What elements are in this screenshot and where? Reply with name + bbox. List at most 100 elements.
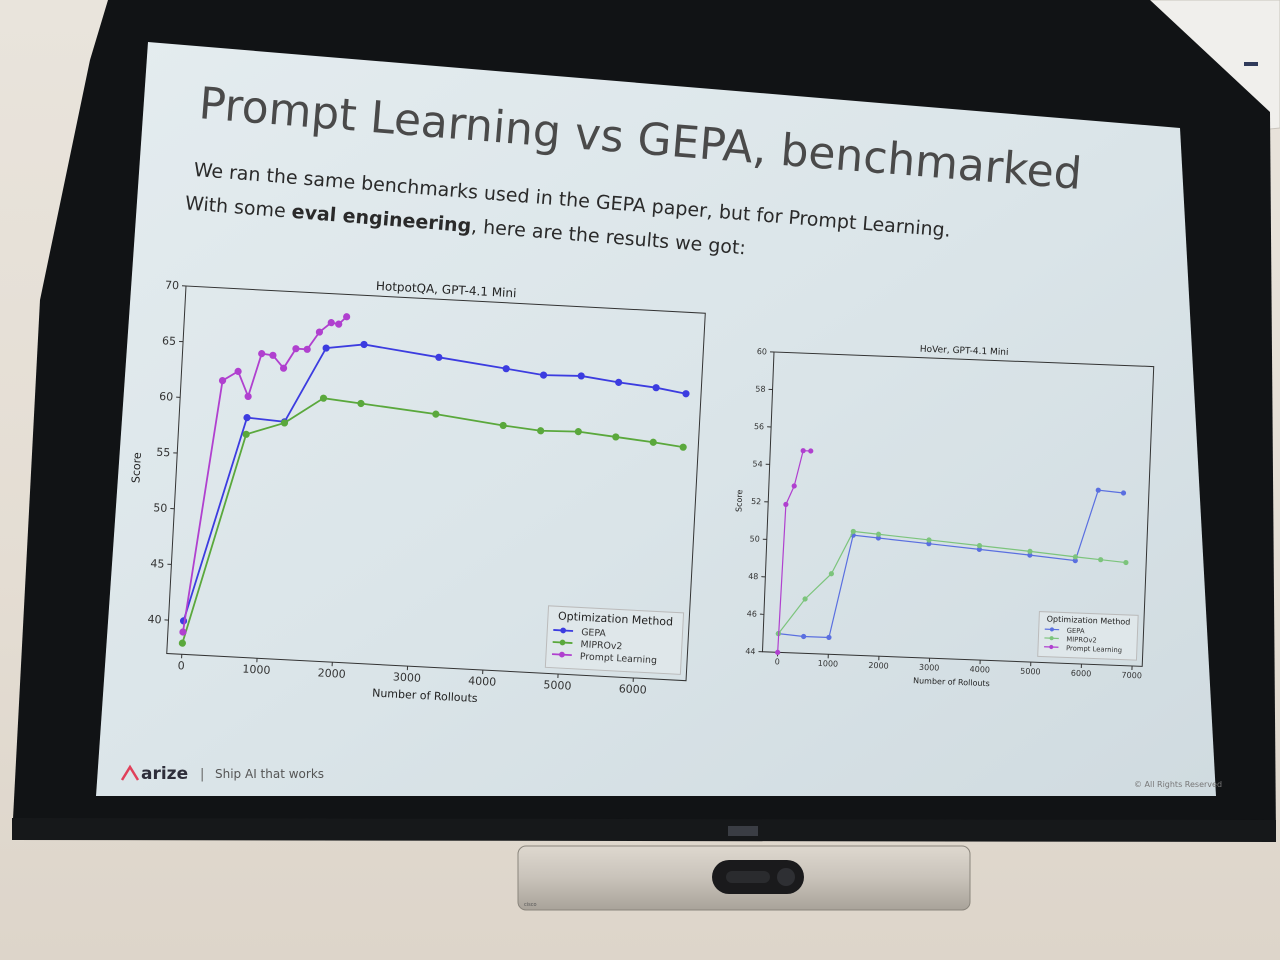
data-point (828, 571, 834, 577)
x-tick-label: 5000 (543, 678, 572, 692)
data-point (612, 433, 620, 441)
y-tick-label: 50 (153, 501, 168, 515)
data-point (258, 350, 266, 358)
data-point (292, 345, 300, 353)
data-point (800, 448, 806, 454)
data-point (976, 546, 982, 553)
chart-hover: HoVer, GPT-4.1 Mini 0 1000 2000 3000 4000 5000… (734, 345, 1155, 688)
legend-entry: MIPROv2 (580, 639, 622, 652)
data-point (242, 430, 250, 438)
x-tick-label: 1000 (242, 662, 271, 676)
data-point (539, 371, 548, 379)
data-point (1072, 557, 1078, 564)
data-point (178, 639, 186, 647)
data-point (826, 634, 832, 641)
data-point (499, 421, 507, 430)
legend-marker (1049, 627, 1055, 632)
data-point (322, 344, 330, 352)
data-point (537, 427, 545, 435)
legend-marker (1049, 644, 1054, 650)
data-point (649, 438, 657, 446)
plot-area (166, 285, 706, 682)
data-point (926, 541, 932, 547)
data-point (1123, 559, 1129, 566)
footer-tagline: Ship AI that works (215, 767, 324, 781)
screen-bottom-bar (12, 818, 1276, 842)
y-tick-label: 48 (748, 572, 759, 581)
data-point (615, 378, 623, 386)
data-point (775, 649, 781, 655)
x-tick-label: 3000 (919, 663, 940, 673)
data-point (783, 501, 789, 508)
legend-marker (560, 627, 567, 634)
legend-entry: Prompt Learning (580, 651, 658, 666)
y-tick-label: 46 (747, 609, 758, 618)
y-tick-label: 50 (749, 534, 760, 543)
x-tick-label: 3000 (393, 670, 422, 684)
data-point (1027, 552, 1033, 558)
data-point (679, 443, 687, 451)
data-point (1120, 490, 1127, 496)
x-tick-label: 0 (177, 659, 185, 672)
data-point (343, 313, 351, 321)
legend-entry: GEPA (581, 627, 607, 639)
legend-marker (1049, 636, 1054, 641)
camera-brand-mark-icon: cisco (524, 902, 537, 908)
x-tick-label: 6000 (1071, 669, 1092, 679)
data-point (801, 633, 807, 640)
data-point (926, 537, 932, 543)
x-tick-label: 2000 (317, 666, 346, 680)
data-point (976, 543, 983, 549)
chart-title: HoVer, GPT-4.1 Mini (920, 345, 1009, 358)
footer-copyright: © All Rights Reserved (1134, 780, 1222, 789)
x-tick-label: 5000 (1020, 667, 1041, 677)
data-point (360, 340, 368, 349)
data-point (808, 448, 814, 454)
data-point (319, 394, 328, 402)
data-point (574, 428, 582, 436)
data-point (875, 531, 882, 537)
y-tick-label: 44 (745, 647, 756, 656)
y-axis-label: Score (734, 489, 744, 512)
x-tick-label: 6000 (618, 682, 647, 696)
data-point (1072, 554, 1079, 560)
data-point (435, 353, 443, 361)
x-tick-label: 0 (775, 657, 780, 666)
y-tick-label: 56 (754, 422, 765, 431)
footer-logo-text: arize (141, 764, 188, 784)
x-tick-label: 2000 (868, 661, 889, 671)
data-point (303, 345, 311, 353)
arize-logo-icon (120, 764, 140, 781)
data-point (280, 419, 289, 427)
y-tick-label: 40 (147, 613, 162, 627)
data-point (432, 410, 440, 418)
data-point (218, 377, 227, 385)
data-point (850, 528, 856, 535)
data-point (1027, 548, 1033, 554)
data-point (357, 399, 365, 408)
y-tick-label: 52 (751, 497, 762, 506)
y-tick-label: 45 (150, 557, 165, 571)
legend-entry: MIPROv2 (1066, 635, 1097, 644)
legend-entry: GEPA (1067, 627, 1086, 636)
y-tick-label: 60 (757, 347, 768, 356)
x-axis-label: Number of Rollouts (913, 676, 990, 688)
data-point (577, 372, 585, 380)
legend-title: Optimization Method (558, 610, 674, 629)
data-point (1095, 487, 1101, 493)
data-point (315, 328, 324, 336)
x-tick-label: 7000 (1121, 671, 1142, 681)
series-line (182, 343, 687, 622)
data-point (234, 367, 242, 375)
data-point (335, 320, 343, 328)
y-tick-label: 58 (755, 384, 766, 393)
footer-separator: | (200, 767, 204, 782)
legend-box (544, 605, 685, 675)
legend-marker (559, 651, 565, 658)
x-tick-label: 4000 (468, 674, 497, 688)
y-tick-label: 60 (159, 390, 174, 404)
data-point (875, 535, 882, 541)
y-tick-label: 55 (156, 446, 171, 460)
